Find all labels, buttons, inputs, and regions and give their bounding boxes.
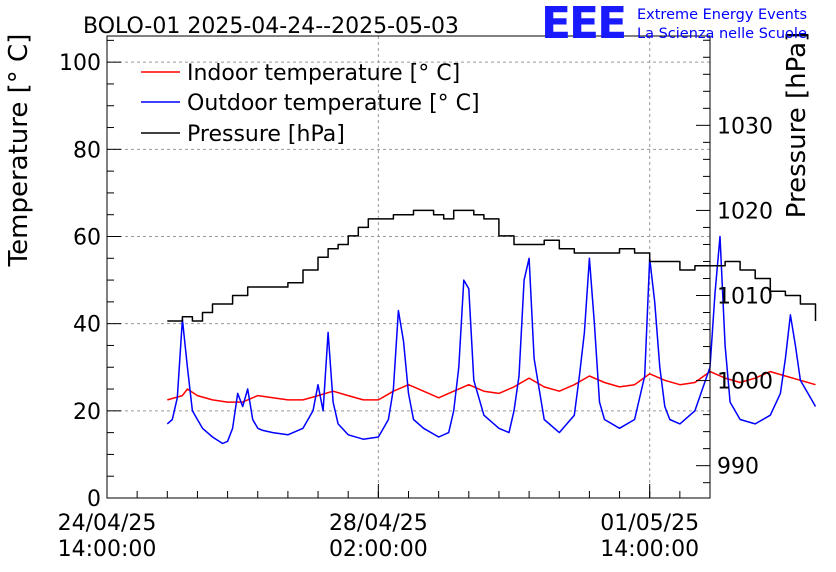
y2-tick-label: 1000	[717, 370, 773, 395]
chart-title: BOLO-01 2025-04-24--2025-05-03	[83, 14, 459, 39]
y2-tick-label: 1010	[717, 285, 773, 310]
outdoor-temperature-line	[166, 235, 817, 445]
y-tick-label: 20	[73, 400, 101, 425]
legend: Indoor temperature [° C] Outdoor tempera…	[141, 61, 480, 147]
x-tick-label-date: 24/04/25	[58, 511, 157, 536]
legend-label-pressure: Pressure [hPa]	[187, 122, 345, 147]
legend-label-indoor: Indoor temperature [° C]	[187, 61, 460, 86]
x-tick-label-time: 14:00:00	[58, 537, 157, 562]
y2-tick-label: 1030	[717, 114, 773, 139]
eee-logo-line2: La Scienza nelle Scuole	[637, 26, 807, 42]
eee-logo-line1: Extreme Energy Events	[637, 7, 807, 23]
x-tick-label-date: 28/04/25	[329, 511, 428, 536]
x-tick-label-time: 14:00:00	[600, 537, 699, 562]
eee-logo-mark: EEE	[541, 0, 625, 49]
y-tick-label: 40	[73, 313, 101, 338]
y-axis-label: Temperature [° C]	[4, 34, 34, 268]
y-tick-label: 0	[87, 487, 101, 512]
y-tick-label: 60	[73, 225, 101, 250]
series-layer	[166, 209, 817, 445]
y-tick-label: 100	[59, 51, 101, 76]
indoor-temperature-line	[167, 370, 816, 403]
y-tick-label: 80	[73, 138, 101, 163]
legend-label-outdoor: Outdoor temperature [° C]	[187, 91, 480, 116]
y2-tick-label: 1020	[717, 199, 773, 224]
pressure-line	[167, 209, 817, 322]
eee-logo: EEE Extreme Energy Events La Scienza nel…	[541, 0, 807, 49]
x-tick-label-date: 01/05/25	[600, 511, 699, 536]
x-tick-label-time: 02:00:00	[329, 537, 428, 562]
axis-layer: 020406080100990100010101020103024/04/251…	[58, 39, 773, 562]
y2-tick-label: 990	[717, 455, 759, 480]
y2-axis-label: Pressure [hPa]	[782, 32, 812, 219]
